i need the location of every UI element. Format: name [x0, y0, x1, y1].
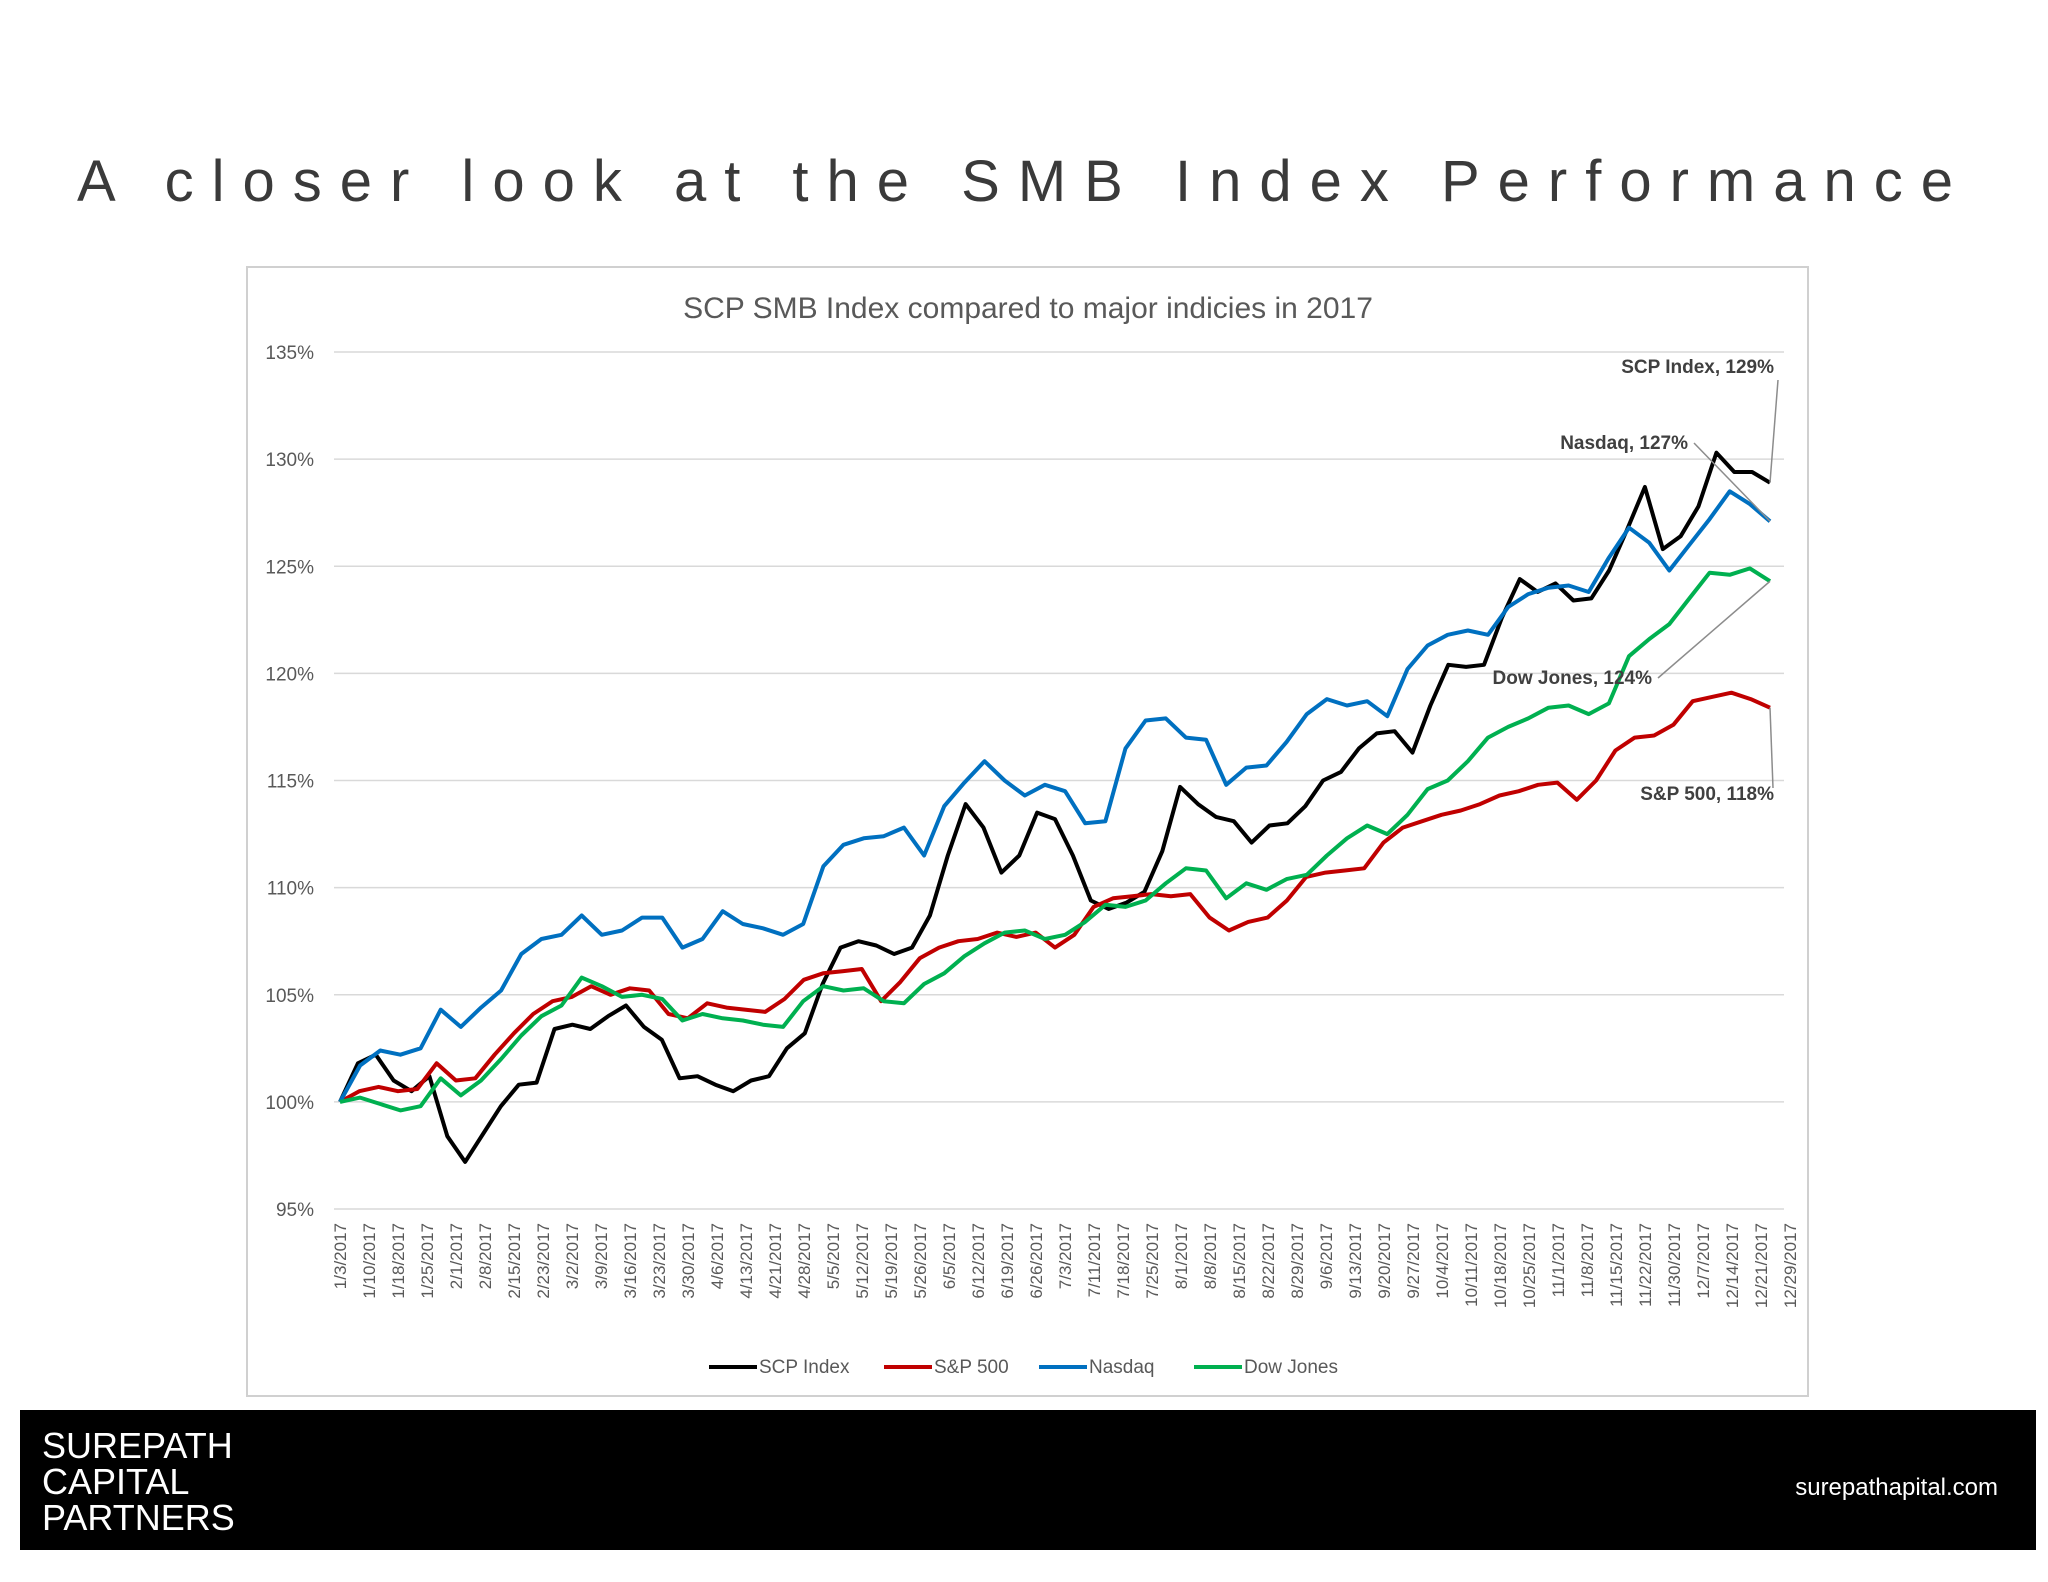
- brand-line-2: CAPITAL: [42, 1461, 190, 1502]
- x-tick-label: 7/11/2017: [1085, 1223, 1104, 1297]
- series-line-scp-index: [338, 450, 1772, 1164]
- x-tick-label: 9/20/2017: [1375, 1223, 1394, 1299]
- x-tick-label: 4/28/2017: [795, 1223, 814, 1299]
- y-tick-label: 100%: [265, 1093, 314, 1114]
- legend-label: S&P 500: [934, 1357, 1009, 1378]
- x-tick-label: 10/25/2017: [1520, 1223, 1539, 1308]
- x-tick-label: 10/18/2017: [1491, 1223, 1510, 1308]
- annotation-leader-line: [1769, 707, 1774, 789]
- x-tick-label: 5/12/2017: [853, 1223, 872, 1299]
- y-tick-label: 115%: [267, 772, 314, 793]
- x-tick-label: 5/19/2017: [882, 1223, 901, 1299]
- x-tick-label: 11/22/2017: [1636, 1223, 1655, 1307]
- annotation-label: Nasdaq, 127%: [1560, 433, 1688, 454]
- x-tick-label: 6/19/2017: [998, 1223, 1017, 1299]
- x-tick-label: 5/26/2017: [911, 1223, 930, 1299]
- x-tick-label: 1/10/2017: [360, 1223, 379, 1299]
- annotation-label: S&P 500, 118%: [1640, 784, 1774, 805]
- x-tick-label: 5/5/2017: [824, 1223, 843, 1289]
- x-tick-label: 9/6/2017: [1317, 1223, 1336, 1289]
- y-tick-label: 105%: [265, 986, 314, 1007]
- x-tick-label: 6/26/2017: [1027, 1223, 1046, 1299]
- x-tick-label: 12/21/2017: [1752, 1223, 1771, 1308]
- brand-line-3: PARTNERS: [42, 1497, 235, 1538]
- x-tick-label: 12/14/2017: [1723, 1223, 1742, 1308]
- x-tick-label: 3/23/2017: [650, 1223, 669, 1299]
- x-tick-label: 4/13/2017: [737, 1223, 756, 1299]
- annotation-label: Dow Jones, 124%: [1493, 668, 1653, 689]
- x-tick-label: 7/3/2017: [1056, 1223, 1075, 1289]
- line-chart: SCP SMB Index compared to major indicies…: [265, 292, 1800, 1378]
- x-tick-label: 8/1/2017: [1172, 1223, 1191, 1289]
- y-tick-label: 120%: [265, 664, 314, 685]
- x-tick-label: 9/27/2017: [1404, 1223, 1423, 1299]
- y-tick-label: 95%: [276, 1200, 314, 1221]
- x-tick-label: 4/21/2017: [766, 1223, 785, 1299]
- x-tick-label: 1/3/2017: [331, 1223, 350, 1289]
- x-tick-label: 2/1/2017: [447, 1223, 466, 1289]
- x-tick-label: 9/13/2017: [1346, 1223, 1365, 1299]
- x-tick-label: 10/4/2017: [1433, 1223, 1452, 1299]
- x-tick-label: 3/9/2017: [592, 1223, 611, 1289]
- x-tick-label: 8/15/2017: [1230, 1223, 1249, 1299]
- slide-title: A closer look at the SMB Index Performan…: [77, 149, 1971, 214]
- y-tick-label: 130%: [265, 450, 314, 471]
- series-line-nasdaq: [338, 489, 1772, 1103]
- footer-bar: SUREPATH CAPITAL PARTNERS surepathapital…: [20, 1410, 2036, 1550]
- annotation-leader-line: [1657, 580, 1771, 679]
- annotation-leader-line: [1693, 442, 1771, 522]
- brand-logo: SUREPATH CAPITAL PARTNERS: [42, 1428, 235, 1536]
- series-line-s-p-500: [339, 690, 1771, 1104]
- x-tick-label: 11/15/2017: [1607, 1223, 1626, 1307]
- x-tick-label: 2/15/2017: [505, 1223, 524, 1299]
- chart-frame: SCP SMB Index compared to major indicies…: [246, 266, 1809, 1397]
- x-tick-label: 4/6/2017: [708, 1223, 727, 1289]
- x-tick-label: 10/11/2017: [1462, 1223, 1481, 1307]
- x-tick-label: 2/23/2017: [534, 1223, 553, 1299]
- x-tick-label: 11/30/2017: [1665, 1223, 1684, 1307]
- x-tick-label: 8/22/2017: [1259, 1223, 1278, 1299]
- y-tick-label: 125%: [265, 557, 314, 578]
- x-tick-label: 6/5/2017: [940, 1223, 959, 1289]
- x-tick-label: 11/1/2017: [1549, 1223, 1568, 1297]
- x-tick-label: 8/29/2017: [1288, 1223, 1307, 1299]
- series-line-dow-jones: [339, 566, 1772, 1113]
- legend-label: Nasdaq: [1089, 1357, 1155, 1378]
- x-tick-label: 8/8/2017: [1201, 1223, 1220, 1289]
- x-tick-label: 12/29/2017: [1781, 1223, 1800, 1308]
- x-tick-label: 1/18/2017: [389, 1223, 408, 1299]
- legend-label: Dow Jones: [1244, 1357, 1338, 1378]
- x-tick-label: 7/25/2017: [1143, 1223, 1162, 1299]
- x-tick-label: 1/25/2017: [418, 1223, 437, 1299]
- x-tick-label: 12/7/2017: [1694, 1223, 1713, 1299]
- x-tick-label: 3/16/2017: [621, 1223, 640, 1299]
- legend-label: SCP Index: [759, 1357, 850, 1378]
- x-tick-label: 7/18/2017: [1114, 1223, 1133, 1299]
- website-link[interactable]: surepathapital.com: [1795, 1474, 1998, 1501]
- annotation-label: SCP Index, 129%: [1621, 357, 1774, 378]
- annotation-leader-line: [1769, 379, 1779, 483]
- x-tick-label: 11/8/2017: [1578, 1223, 1597, 1297]
- y-tick-label: 135%: [265, 343, 314, 364]
- x-tick-label: 2/8/2017: [476, 1223, 495, 1289]
- x-tick-label: 3/2/2017: [563, 1223, 582, 1289]
- x-tick-label: 3/30/2017: [679, 1223, 698, 1299]
- y-tick-label: 110%: [267, 879, 314, 900]
- chart-title: SCP SMB Index compared to major indicies…: [683, 292, 1373, 325]
- brand-line-1: SUREPATH: [42, 1425, 233, 1466]
- x-tick-label: 6/12/2017: [969, 1223, 988, 1299]
